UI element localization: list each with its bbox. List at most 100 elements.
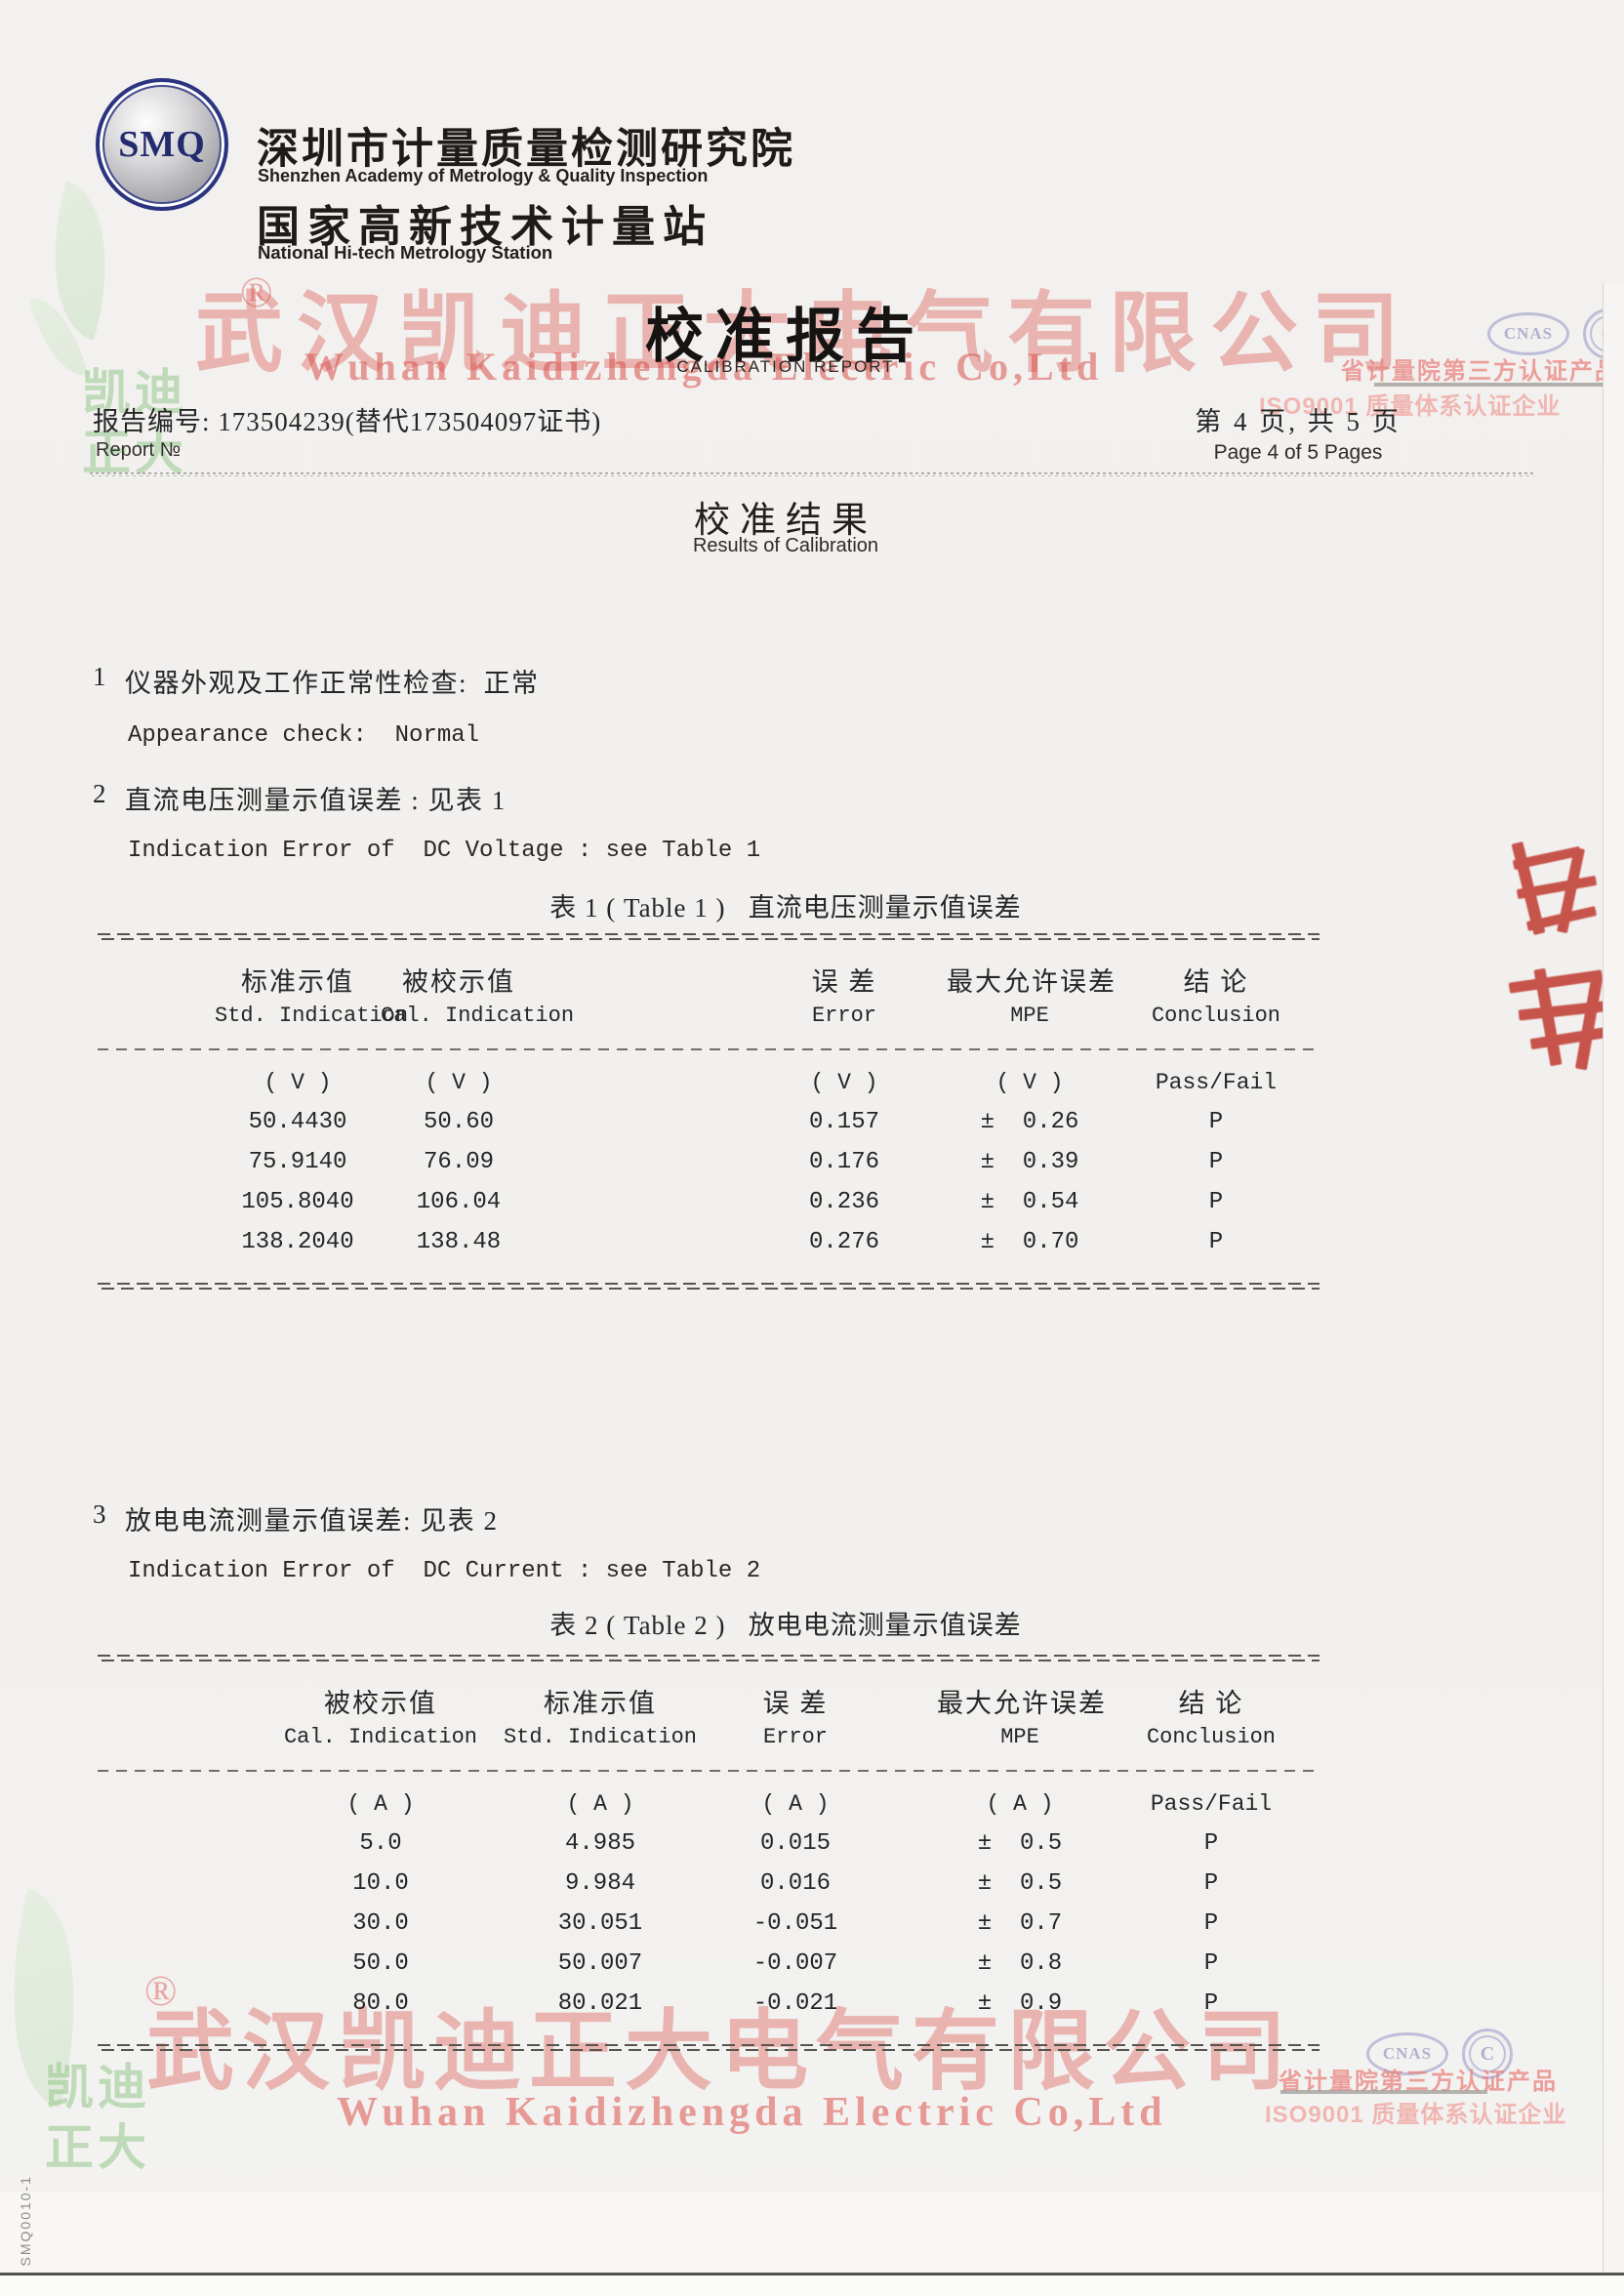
table-cell: 被校示值 — [324, 1689, 437, 1718]
brand-watermark-text: 凯迪 — [45, 2060, 150, 2114]
table-cell: ± 0.7 — [977, 1910, 1063, 1937]
table-cell: 50.4430 — [248, 1109, 347, 1135]
table-cell: Error — [811, 1004, 876, 1028]
table-cell: 0.236 — [808, 1189, 879, 1215]
table-cell: 被校示值 — [402, 967, 515, 997]
table-cell: ( V ) — [425, 1070, 493, 1095]
section-title-zh: 校准结果 — [694, 500, 877, 540]
smq-logo: SMQ — [96, 78, 228, 211]
table-cell: 0.176 — [808, 1149, 879, 1175]
report-number-label-en: Report № — [96, 439, 182, 461]
table-cell: 0.157 — [808, 1109, 879, 1135]
table-cell: 75.9140 — [248, 1149, 347, 1175]
cert-text-line2: ISO9001 质量体系认证企业 — [1265, 2102, 1567, 2128]
table-cell: 106.04 — [416, 1189, 502, 1215]
table-cell: Conclusion — [1151, 1004, 1281, 1028]
table-cell: P — [1208, 1229, 1224, 1255]
table-cell: ( V ) — [995, 1070, 1064, 1095]
table-1-caption: 表 1 ( Table 1 ) 直流电压测量示值误差 — [549, 893, 1022, 922]
document-title-en: CALIBRATION REPORT — [676, 357, 895, 376]
table-cell: Cal. Indication — [381, 1004, 575, 1028]
table-cell: 结 论 — [1178, 1689, 1244, 1718]
cnas-logo-icon: CNAS — [1487, 312, 1569, 355]
table-cell: P — [1203, 1990, 1219, 2017]
page-indicator-zh: 第 4 页, 共 5 页 — [1195, 407, 1401, 436]
cert-divider — [1280, 2090, 1487, 2094]
table-units-row: ( A ) ( A ) ( A ) ( A ) Pass/Fail — [98, 1791, 1320, 1824]
table-cell: P — [1203, 1910, 1219, 1937]
table-top-border — [98, 933, 1320, 941]
table-cell: 76.09 — [423, 1149, 494, 1175]
table-row: 75.9140 76.09 0.176 ± 0.39 P — [98, 1149, 1320, 1189]
item-3-en: Indication Error of DC Current : see Tab… — [128, 1558, 761, 1584]
item-text-zh: 仪器外观及工作正常性检查: 正常 — [125, 669, 540, 698]
table-cell: 138.48 — [416, 1229, 502, 1255]
stamp-stroke — [1529, 1026, 1609, 1050]
table-cell: 0.276 — [808, 1229, 879, 1255]
company-watermark-en: Wuhan Kaidizhengda Electric Co,Ltd — [337, 2090, 1167, 2135]
table-cell: P — [1203, 1870, 1219, 1897]
header-divider — [90, 472, 1534, 476]
table-header-en: Std. Indication Cal. Indication Error MPE Co… — [98, 1004, 1320, 1037]
table-cell: ± 0.70 — [980, 1229, 1079, 1255]
table-cell: ± 0.9 — [977, 1990, 1063, 2017]
table-row: 10.0 9.984 0.016 ± 0.5 P — [98, 1870, 1320, 1910]
table-cell: ± 0.26 — [980, 1109, 1079, 1135]
document-title-zh: 校准报告 — [645, 304, 926, 369]
table-cell: 0.016 — [759, 1870, 831, 1897]
table-header-zh: 被校示值 标准示值 误 差 最大允许误差 结 论 — [98, 1682, 1320, 1718]
station-name-zh: 国家高新技术计量站 — [257, 203, 713, 251]
table-units-row: ( V ) ( V ) ( V ) ( V ) Pass/Fail — [98, 1070, 1320, 1103]
table-top-border — [98, 1655, 1320, 1662]
table-cell: Std. Indication — [503, 1725, 698, 1749]
table-cell: 10.0 — [352, 1870, 409, 1897]
table-cell: P — [1208, 1149, 1224, 1175]
table-header-en: Cal. Indication Std. Indication Error MPE Co… — [98, 1725, 1320, 1758]
table-header-divider — [98, 1048, 1320, 1050]
table-cell: 结 论 — [1183, 967, 1249, 997]
table-bottom-border — [98, 1283, 1320, 1291]
table-cell: Pass/Fail — [1150, 1791, 1273, 1817]
item-number: 1 — [93, 662, 107, 691]
table-cell: Std. Indication — [215, 1004, 409, 1028]
table-header-divider — [98, 1770, 1320, 1772]
table-cell: MPE — [1010, 1004, 1049, 1028]
table-cell: P — [1203, 1950, 1219, 1977]
table-cell: ( A ) — [986, 1791, 1054, 1817]
table-cell: Conclusion — [1146, 1725, 1277, 1749]
table-cell: ± 0.39 — [980, 1149, 1079, 1175]
table-cell: 80.0 — [352, 1990, 409, 2017]
report-number: 报告编号: 173504239(替代173504097证书) — [93, 407, 602, 436]
org-name-zh: 深圳市计量质量检测研究院 — [257, 126, 795, 173]
cert-text-line1: 省计量院第三方认证产品 — [1341, 358, 1620, 385]
table-cell: ± 0.8 — [977, 1950, 1063, 1977]
table-cell: 标准示值 — [544, 1689, 657, 1718]
table-cell: 误 差 — [811, 967, 877, 997]
table-cell: 50.007 — [557, 1950, 643, 1977]
table-row: 5.0 4.985 0.015 ± 0.5 P — [98, 1830, 1320, 1870]
table-row: 80.0 80.021 -0.021 ± 0.9 P — [98, 1990, 1320, 2030]
leaf-watermark-icon — [0, 1888, 110, 2109]
table-cell: Cal. Indication — [283, 1725, 478, 1749]
table-row: 50.4430 50.60 0.157 ± 0.26 P — [98, 1109, 1320, 1149]
table-cell: 最大允许误差 — [937, 1689, 1107, 1718]
table-cell: -0.021 — [752, 1990, 838, 2017]
cert-logos: CNAS C — [1366, 2029, 1513, 2079]
table-cell: ± 0.5 — [977, 1830, 1063, 1857]
table-cell: ± 0.5 — [977, 1870, 1063, 1897]
table-cell: 误 差 — [762, 1689, 829, 1718]
table-cell: 50.0 — [352, 1950, 409, 1977]
table-bottom-border — [98, 2044, 1320, 2052]
table-cell: ( V ) — [810, 1070, 878, 1095]
smq-logo-text: SMQ — [118, 124, 206, 165]
stamp-stroke — [1574, 977, 1604, 1071]
item-2-en: Indication Error of DC Voltage : see Tab… — [128, 838, 761, 864]
station-name-en: National Hi-tech Metrology Station — [258, 242, 553, 263]
brand-watermark-text: 正大 — [45, 2120, 150, 2175]
item-number: 3 — [93, 1499, 107, 1529]
table-body: 5.0 4.985 0.015 ± 0.5 P 10.0 9.984 0.016 ± 0.5 P 3… — [98, 1830, 1320, 2030]
item-text-zh: 直流电压测量示值误差 : 见表 1 — [125, 786, 507, 815]
table-cell: 4.985 — [564, 1830, 635, 1857]
table-cell: P — [1208, 1189, 1224, 1215]
